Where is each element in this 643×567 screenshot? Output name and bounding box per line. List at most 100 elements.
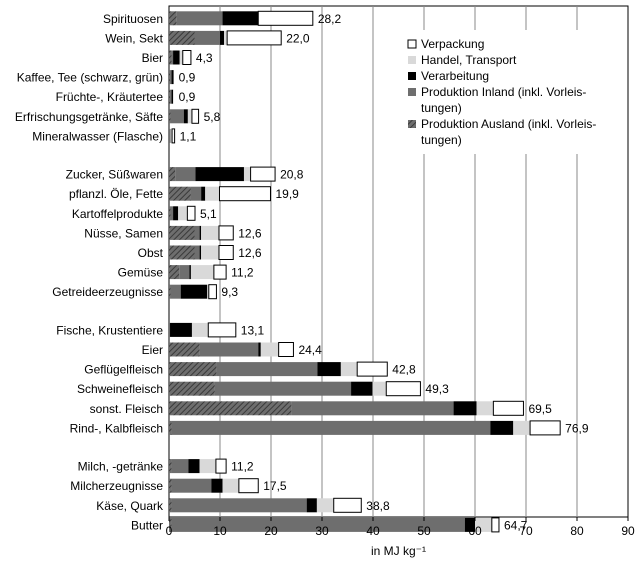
bar-segment-verpackung (385, 381, 421, 397)
bar-segment-produktion-ausland (169, 265, 180, 280)
bar-gemuse (169, 264, 227, 280)
total-label: 17,5 (263, 479, 287, 493)
bar-segment-verpackung (492, 400, 524, 416)
bar-segment-produktion-inland (171, 50, 174, 65)
x-tick-label: 70 (519, 524, 533, 538)
x-tick-label: 10 (213, 524, 227, 538)
legend-label: tungen) (421, 133, 462, 147)
bar-segment-verarbeitung (258, 342, 261, 357)
bar-segment-produktion-inland (179, 265, 190, 280)
bar-segment-verarbeitung (170, 322, 192, 337)
category-label: Getreideerzeugnisse (52, 285, 163, 299)
bar-segment-produktion-ausland (169, 498, 172, 513)
category-label: Kaffee, Tee (schwarz, grün) (17, 71, 163, 85)
bar-bier (169, 50, 192, 65)
category-label: Erfrischungsgetränke, Säfte (15, 110, 163, 124)
bar-rind-kalbfleisch (169, 420, 561, 436)
bar-segment-produktion-inland (171, 459, 189, 474)
bar-segment-verarbeitung (183, 109, 188, 124)
legend-item-produktion-inland: Produktion Inland (inkl. Vorleis-tungen) (408, 85, 586, 115)
bar-segment-produktion-ausland (169, 517, 172, 532)
bar-segment-verarbeitung (211, 478, 223, 493)
bar-kase-quark (169, 497, 362, 513)
bar-nusse-samen (169, 225, 234, 241)
total-labels: 28,222,04,30,90,95,81,120,819,95,112,612… (179, 12, 589, 533)
x-tick-label: 90 (621, 524, 635, 538)
bar-segment-handel-transport (243, 167, 251, 182)
category-label: Rind-, Kalbfleisch (70, 421, 163, 435)
bar-kaffee-tee-schwarz-grun (169, 70, 174, 85)
bar-segment-verarbeitung (453, 401, 477, 416)
bar-segment-produktion-ausland (169, 70, 171, 85)
category-label: pflanzl. Öle, Fette (69, 187, 163, 201)
bar-segment-produktion-inland (170, 284, 181, 299)
category-labels: Spirituosen Wein, Sekt Bier Kaffee, Tee (sc… (15, 12, 164, 533)
total-label: 19,9 (275, 187, 299, 201)
bar-segment-verpackung (529, 420, 561, 436)
bar-segment-verarbeitung (351, 381, 373, 396)
bar-segment-produktion-ausland (169, 89, 171, 104)
bar-segment-produktion-inland (171, 420, 491, 435)
bar-segment-produktion-inland (170, 206, 174, 221)
bar-segment-produktion-ausland (169, 284, 171, 299)
total-label: 12,6 (238, 226, 262, 240)
bar-segment-verpackung (215, 458, 227, 474)
total-label: 28,2 (318, 12, 342, 26)
total-label: 5,1 (200, 207, 217, 221)
bars (169, 10, 561, 533)
bar-wein-sekt (169, 30, 282, 46)
bar-segment-produktion-ausland (169, 401, 292, 416)
total-label: 24,4 (298, 343, 322, 357)
bar-segment-verarbeitung (464, 517, 475, 532)
category-label: Spirituosen (103, 12, 163, 26)
bar-segment-produktion-ausland (169, 459, 172, 474)
bar-segment-handel-transport (260, 342, 279, 357)
bar-segment-verpackung (213, 264, 227, 280)
bar-segment-handel-transport (372, 381, 387, 396)
legend-swatch (408, 72, 416, 80)
bar-segment-handel-transport (475, 517, 492, 532)
bar-segment-produktion-ausland (169, 50, 172, 65)
category-label: Schweinefleisch (77, 382, 163, 396)
bar-segment-produktion-inland (199, 342, 259, 357)
bar-segment-handel-transport (199, 459, 216, 474)
bar-segment-produktion-inland (169, 128, 171, 143)
x-tick-label: 80 (570, 524, 584, 538)
category-label: sonst. Fleisch (90, 402, 163, 416)
bar-segment-produktion-inland (216, 362, 318, 377)
total-label: 4,3 (196, 51, 213, 65)
bar-segment-verpackung (238, 478, 259, 494)
bar-segment-produktion-inland (169, 322, 171, 337)
category-label: Kartoffelprodukte (72, 207, 163, 221)
bar-segment-verarbeitung (195, 167, 244, 182)
total-label: 0,9 (179, 71, 196, 85)
category-label: Eier (142, 343, 163, 357)
bar-segment-verpackung (207, 322, 237, 338)
bar-segment-handel-transport (222, 478, 239, 493)
bar-milch-getranke (169, 458, 227, 474)
total-label: 11,2 (231, 266, 254, 280)
bar-segment-produktion-inland (190, 186, 202, 201)
bar-segment-verpackung (218, 225, 234, 241)
bar-getreideerzeugnisse (169, 284, 217, 300)
bar-segment-produktion-ausland (169, 186, 191, 201)
legend-item-handel-transport: Handel, Transport (408, 53, 517, 67)
bar-segment-verpackung (250, 166, 276, 182)
total-label: 22,0 (286, 31, 310, 45)
bar-segment-produktion-inland (171, 498, 307, 513)
bar-segment-produktion-ausland (169, 420, 172, 435)
bar-segment-produktion-inland (194, 245, 200, 260)
bar-segment-verpackung (171, 128, 176, 144)
category-label: Zucker, Süßwaren (66, 168, 163, 182)
legend-label: Verarbeitung (421, 69, 489, 83)
bar-segment-produktion-inland (175, 167, 196, 182)
total-label: 38,8 (366, 499, 390, 513)
bar-butter (169, 517, 500, 533)
bar-segment-handel-transport (205, 186, 220, 201)
bar-segment-verpackung (278, 342, 294, 357)
total-label: 13,1 (241, 323, 265, 337)
bar-segment-verarbeitung (188, 459, 200, 474)
bar-erfrischungsgetranke-safte (169, 108, 200, 124)
bar-segment-verarbeitung (199, 225, 202, 240)
category-label: Wein, Sekt (105, 31, 163, 45)
